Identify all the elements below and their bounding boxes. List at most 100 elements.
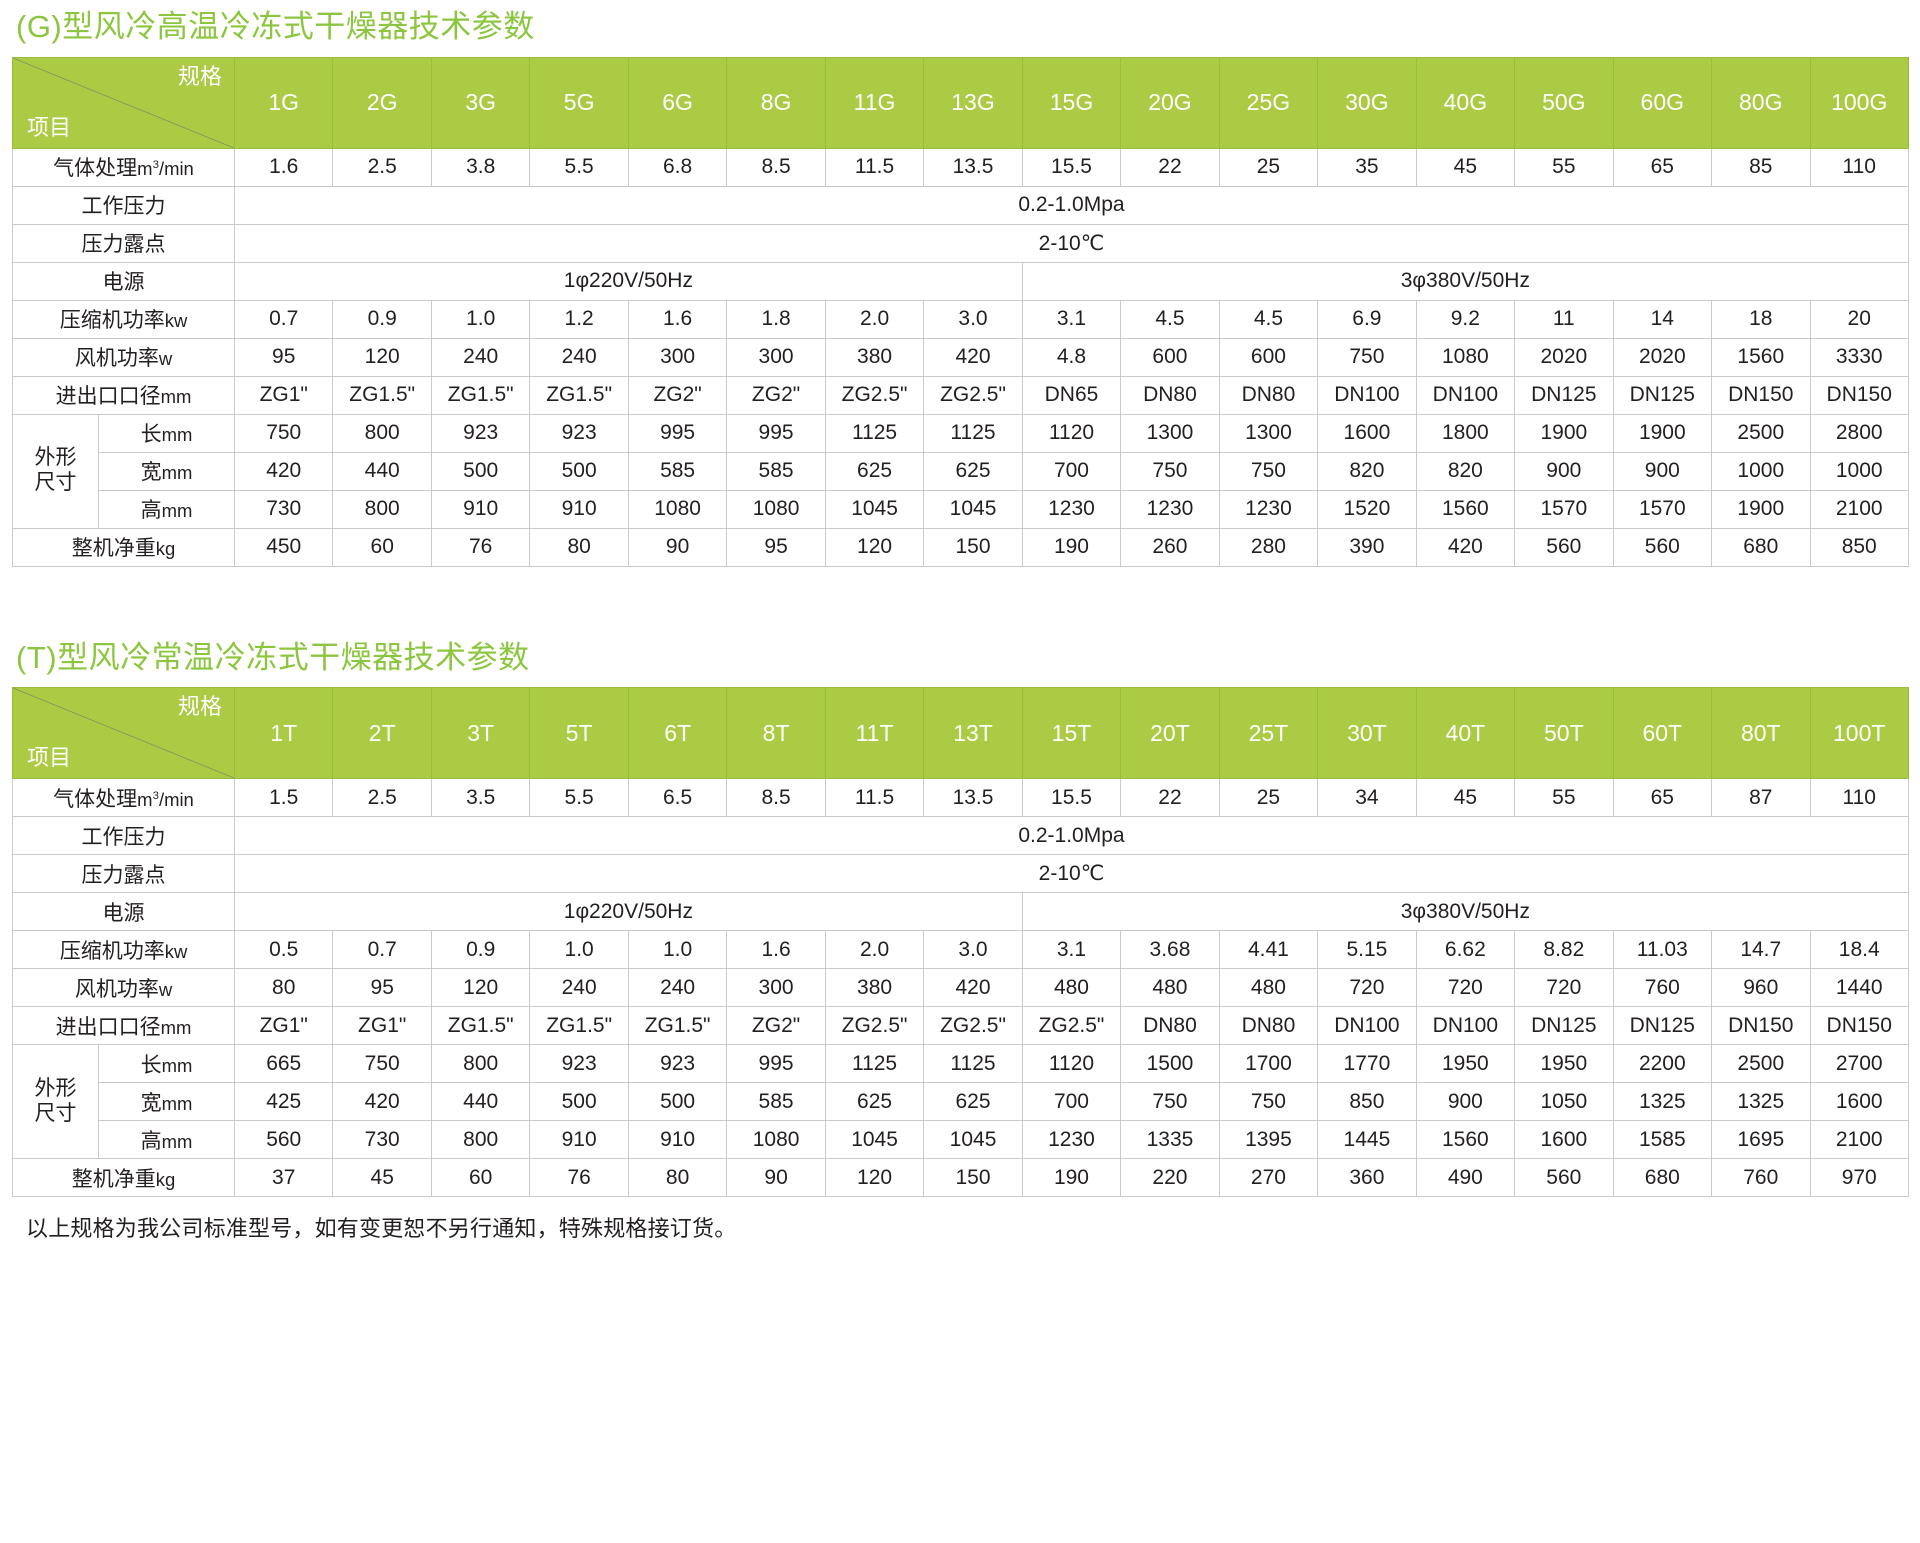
table-body: 气体处理m3/min 1.5 2.5 3.5 5.5 6.5 8.5 11.5 13.5 15.5… [12,778,1909,1198]
cell-port-diameter-60g: DN125 [1612,375,1713,415]
cell-compressor-power-80t: 14.7 [1711,930,1811,970]
cell-port-diameter-5t: ZG1.5" [529,1006,629,1046]
cell-dimension-1-8t: 995 [726,1044,826,1084]
cell-fan-power-60t: 760 [1612,968,1713,1008]
cell-dimension-3-20g: 1230 [1120,489,1220,529]
model-header-11t: 11T [824,687,925,780]
cell-fan-power-100g: 3330 [1809,337,1909,377]
cell-dimension-1-50t: 1950 [1514,1044,1614,1084]
cell-port-diameter-6t: ZG1.5" [627,1006,728,1046]
table-row-port-diameter: 进出口口径mm ZG1" ZG1.5" ZG1.5" ZG1.5" ZG2" ZG2" ZG2… [12,375,1909,415]
cell-dew-point-value: 2-10℃ [234,854,1909,894]
cell-dimension-3-25t: 1395 [1218,1120,1319,1160]
cell-dimension-2-80t: 1325 [1711,1082,1811,1122]
model-header-3g: 3G [430,56,531,149]
cell-dimension-2-13g: 625 [923,451,1023,491]
cell-net-weight-60g: 560 [1612,527,1713,567]
cell-air-flow-6t: 6.5 [627,778,728,818]
model-header-13t: 13T [923,687,1023,780]
cell-air-flow-80g: 85 [1711,147,1811,187]
cell-air-flow-11t: 11.5 [824,778,925,818]
cell-compressor-power-1g: 0.7 [233,299,334,339]
table-row-working-pressure: 工作压力 0.2-1.0Mpa [12,185,1909,225]
cell-port-diameter-2g: ZG1.5" [332,375,432,415]
row-label-compressor-power: 压缩机功率kw [12,930,235,970]
cell-dimension-1-13t: 1125 [923,1044,1023,1084]
cell-dimension-1-6t: 923 [627,1044,728,1084]
table-row-compressor-power: 压缩机功率kw 0.5 0.7 0.9 1.0 1.0 1.6 2.0 3.0 3.1 3.68 4.… [12,930,1909,970]
model-header-80t: 80T [1711,687,1811,780]
cell-dimension-3-5g: 910 [529,489,629,529]
cell-net-weight-6t: 80 [627,1158,728,1198]
cell-net-weight-40g: 420 [1415,527,1516,567]
cell-compressor-power-50t: 8.82 [1514,930,1614,970]
model-header-30g: 30G [1317,56,1417,149]
row-label-dimension-3: 高mm [98,1120,235,1160]
cell-net-weight-100t: 970 [1809,1158,1909,1198]
table-row-fan-power: 风机功率w 95 120 240 240 300 300 380 420 4.8 600 600 750… [12,337,1909,377]
cell-dimension-2-11t: 625 [824,1082,925,1122]
model-header-40t: 40T [1415,687,1516,780]
model-header-3t: 3T [430,687,531,780]
cell-compressor-power-25g: 4.5 [1218,299,1319,339]
cell-compressor-power-60t: 11.03 [1612,930,1713,970]
cell-dimension-3-11t: 1045 [824,1120,925,1160]
cell-port-diameter-8t: ZG2" [726,1006,826,1046]
cell-dimension-1-60t: 2200 [1612,1044,1713,1084]
cell-dimension-2-50t: 1050 [1514,1082,1614,1122]
cell-dimension-2-40t: 900 [1415,1082,1516,1122]
cell-compressor-power-5t: 1.0 [529,930,629,970]
cell-power-supply-segment-1: 1φ220V/50Hz [234,261,1023,301]
cell-port-diameter-15t: ZG2.5" [1021,1006,1122,1046]
cell-compressor-power-11t: 2.0 [824,930,925,970]
cell-dimension-3-6t: 910 [627,1120,728,1160]
cell-dimension-3-6g: 1080 [627,489,728,529]
cell-dimension-1-30t: 1770 [1317,1044,1417,1084]
cell-fan-power-8g: 300 [726,337,826,377]
cell-net-weight-2g: 60 [332,527,432,567]
model-header-60g: 60G [1612,56,1713,149]
table-row-dew-point: 压力露点 2-10℃ [12,223,1909,263]
cell-port-diameter-40t: DN100 [1415,1006,1516,1046]
cell-fan-power-20t: 480 [1120,968,1220,1008]
cell-dimension-3-100g: 2100 [1809,489,1909,529]
cell-dimension-1-60g: 1900 [1612,413,1713,453]
cell-power-supply-segment-2: 3φ380V/50Hz [1021,892,1909,932]
cell-working-pressure-value: 0.2-1.0Mpa [234,185,1909,225]
cell-dimension-1-40g: 1800 [1415,413,1516,453]
header-spec-label: 规格 [177,63,222,89]
cell-net-weight-15g: 190 [1021,527,1122,567]
header-row: 规格 项目 1T 2T 3T 5T 6T 8T 11T 13T 15T 20T 25T 30T 40T 50T… [12,687,1909,780]
cell-fan-power-6t: 240 [627,968,728,1008]
row-label-working-pressure: 工作压力 [12,185,235,225]
cell-port-diameter-1g: ZG1" [233,375,334,415]
cell-port-diameter-13g: ZG2.5" [923,375,1023,415]
table-g: 规格 项目 1G 2G 3G 5G 6G 8G 11G 13G 15G 20G 25G 30G 40G 50G… [12,56,1909,567]
cell-dimension-1-11g: 1125 [824,413,925,453]
cell-dimension-3-15g: 1230 [1021,489,1122,529]
cell-net-weight-5g: 80 [529,527,629,567]
cell-compressor-power-11g: 2.0 [824,299,925,339]
table-row-air-flow: 气体处理m3/min 1.6 2.5 3.8 5.5 6.8 8.5 11.5 13.5 15.5… [12,147,1909,187]
cell-air-flow-13t: 13.5 [923,778,1023,818]
cell-port-diameter-60t: DN125 [1612,1006,1713,1046]
cell-air-flow-13g: 13.5 [923,147,1023,187]
cell-port-diameter-30g: DN100 [1317,375,1417,415]
section-spacer [0,567,1920,631]
cell-dimension-2-8g: 585 [726,451,826,491]
cell-air-flow-20g: 22 [1120,147,1220,187]
cell-dimension-3-2t: 730 [332,1120,432,1160]
cell-fan-power-25g: 600 [1218,337,1319,377]
cell-fan-power-50g: 2020 [1514,337,1614,377]
cell-dimension-1-20t: 1500 [1120,1044,1220,1084]
cell-dimension-3-11g: 1045 [824,489,925,529]
cell-port-diameter-30t: DN100 [1317,1006,1417,1046]
cell-air-flow-6g: 6.8 [627,147,728,187]
cell-dimension-1-80t: 2500 [1711,1044,1811,1084]
cell-dimension-3-3g: 910 [430,489,531,529]
cell-compressor-power-50g: 11 [1514,299,1614,339]
diagonal-divider-icon [13,58,234,148]
cell-dimension-3-80t: 1695 [1711,1120,1811,1160]
table-t-title: (T)型风冷常温冷冻式干燥器技术参数 [16,639,530,675]
cell-air-flow-2t: 2.5 [332,778,432,818]
